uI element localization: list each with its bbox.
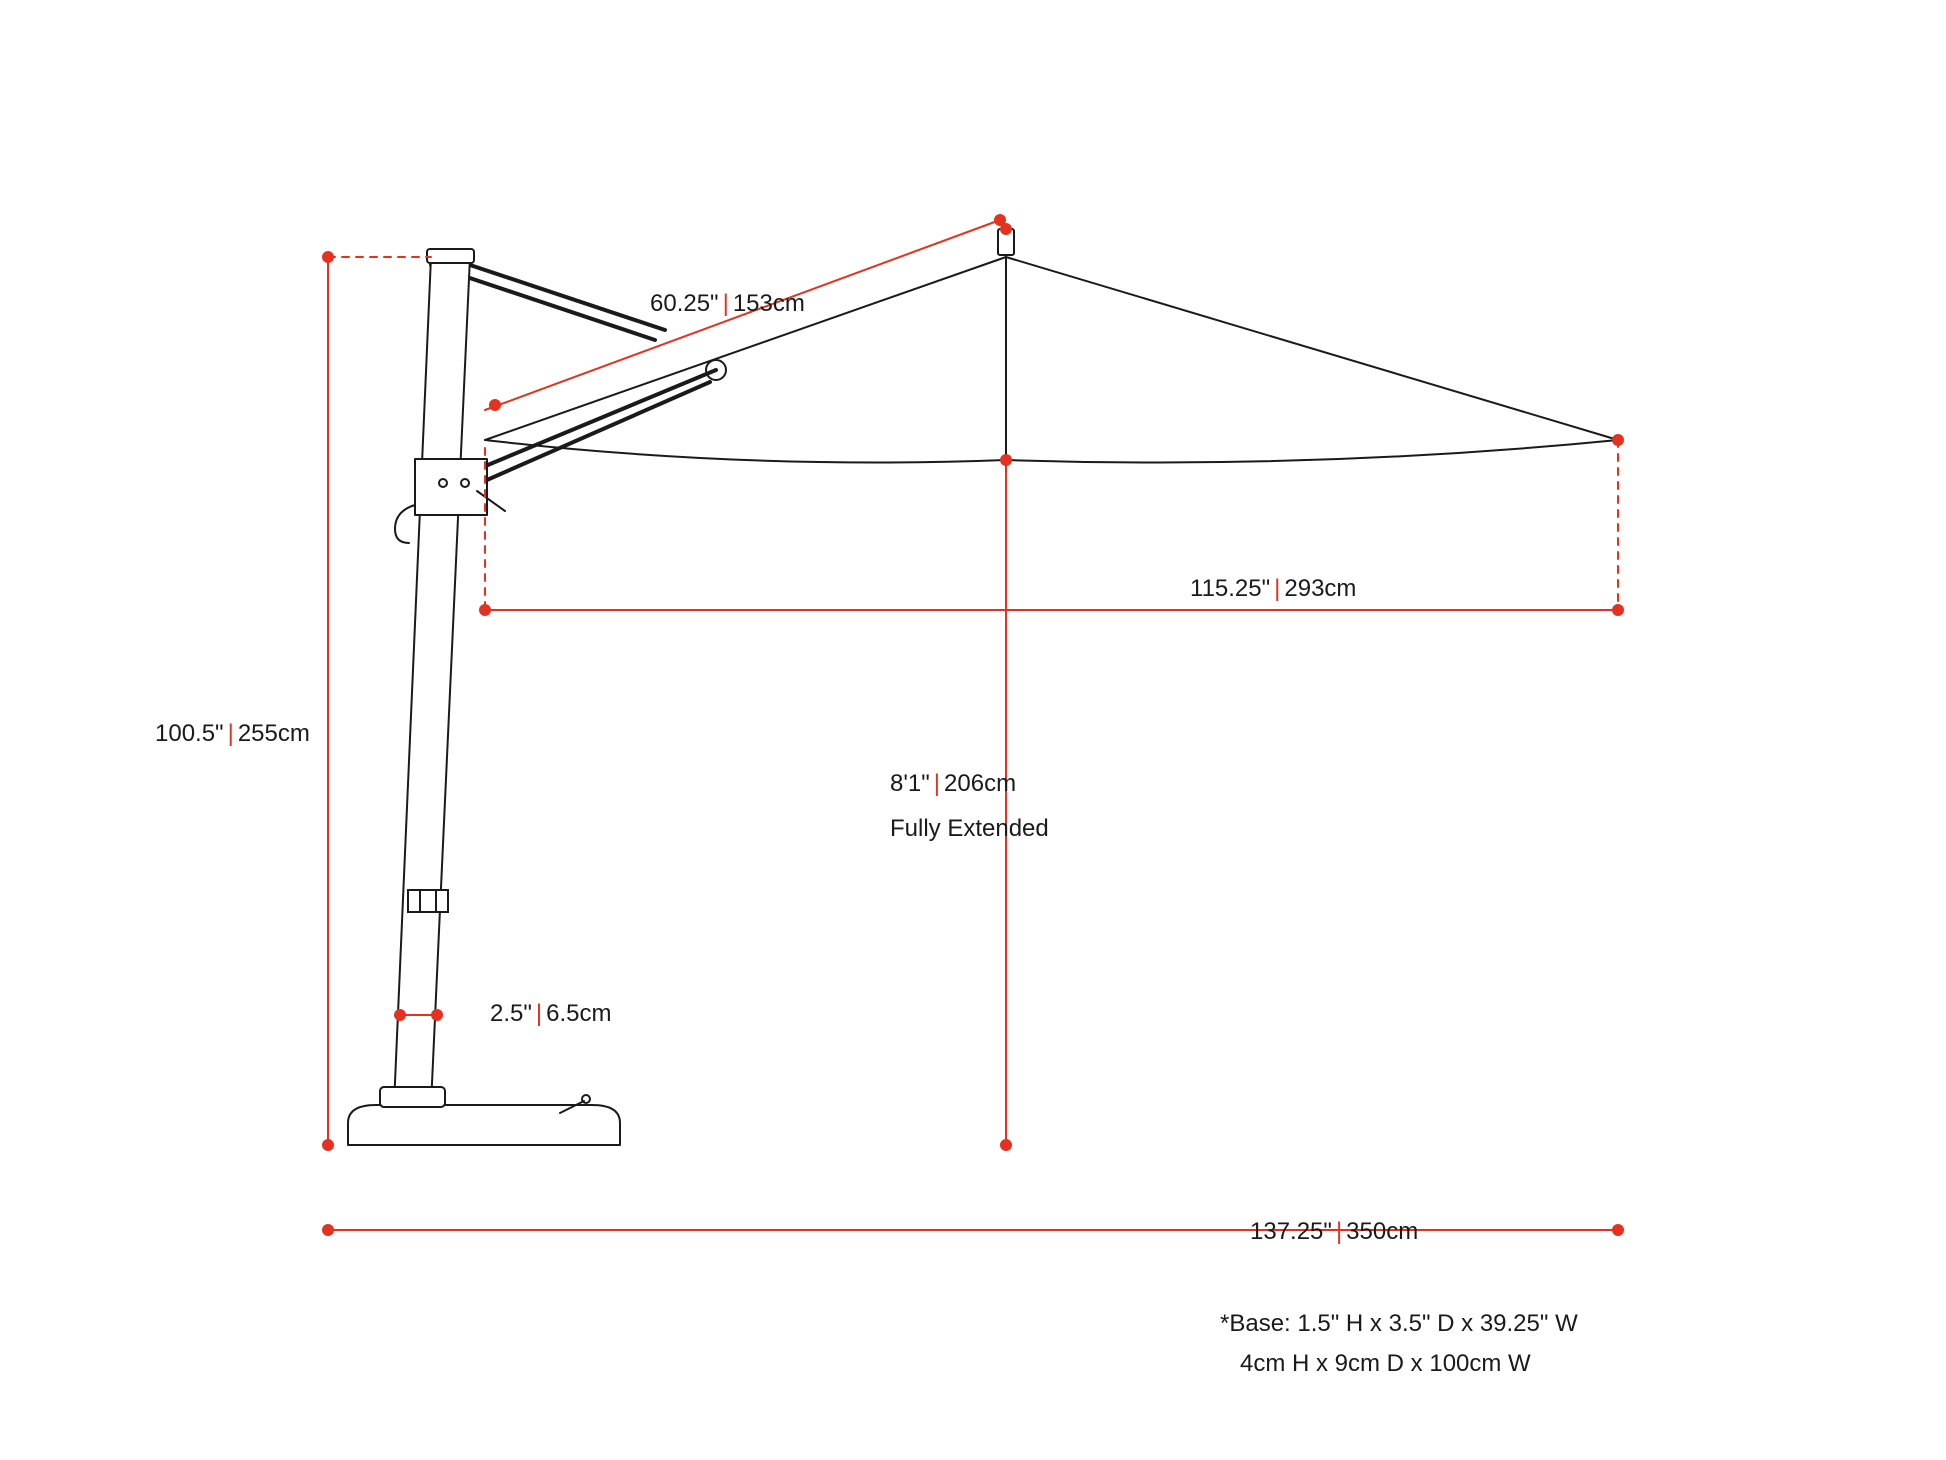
base-footnote-1: *Base: 1.5" H x 3.5" D x 39.25" W — [1220, 1310, 1578, 1338]
base-footnote-2: 4cm H x 9cm D x 100cm W — [1240, 1350, 1531, 1378]
dim-canopy-span: 115.25"|293cm — [1190, 575, 1356, 603]
dim-clearance-value: 8'1"|206cm — [890, 770, 1016, 798]
dim-total-width: 137.25"|350cm — [1250, 1218, 1418, 1246]
dim-arm: 60.25"|153cm — [650, 290, 805, 318]
dim-pole-diameter: 2.5"|6.5cm — [490, 1000, 611, 1028]
dim-clearance-note: Fully Extended — [890, 815, 1049, 843]
dim-total-height: 100.5"|255cm — [155, 720, 310, 748]
